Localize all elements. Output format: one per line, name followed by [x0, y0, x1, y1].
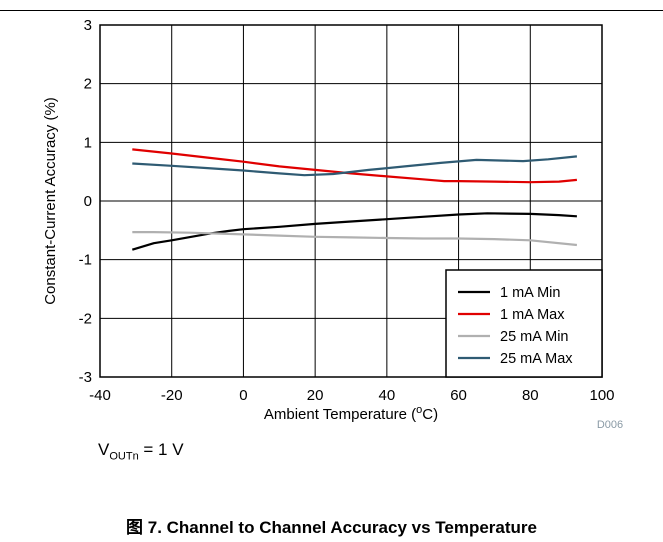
- top-rule: [0, 10, 663, 11]
- series-line-1: [131, 212, 577, 251]
- y-tick-label: 2: [84, 76, 92, 93]
- series-line-3: [132, 231, 578, 247]
- legend-label: 1 mA Min: [500, 285, 560, 301]
- x-axis-label-suffix: C): [422, 406, 438, 423]
- figure-id: D006: [597, 419, 623, 431]
- x-tick-label: 0: [239, 387, 247, 404]
- x-tick-label: 40: [379, 387, 396, 404]
- x-axis-label-degree: o: [416, 404, 422, 416]
- x-tick-label: -20: [161, 387, 183, 404]
- plot-frame: [99, 24, 603, 378]
- legend-label: 1 mA Max: [500, 307, 565, 323]
- note-symbol: V: [98, 440, 110, 459]
- y-axis-label: Constant-Current Accuracy (%): [42, 97, 59, 305]
- legend-label: 25 mA Min: [500, 329, 569, 345]
- figure-caption: 图 7. Channel to Channel Accuracy vs Temp…: [126, 518, 537, 537]
- y-tick-label: -1: [79, 252, 92, 269]
- note-value: = 1 V: [138, 440, 184, 459]
- legend-label: 25 mA Max: [500, 351, 573, 367]
- legend-box: [445, 269, 603, 378]
- legend: 1 mA Min 1 mA Max 25 mA Min 25 mA Max: [445, 269, 603, 378]
- x-tick-label: 20: [307, 387, 324, 404]
- line-chart: -40 -20 0 20 40 60 80 100 -3 -2 -1 0 1 2 3 Ambient Te…: [42, 17, 623, 431]
- series-line-4: [132, 155, 578, 177]
- y-tick-labels: -3 -2 -1 0 1 2 3: [79, 17, 92, 386]
- series-line-2: [132, 148, 578, 184]
- x-axis-label-prefix: Ambient Temperature (: [264, 406, 416, 423]
- note-subscript: OUTn: [109, 450, 139, 463]
- y-tick-label: -3: [79, 369, 92, 386]
- x-axis-label: Ambient Temperature (oC): [264, 404, 438, 423]
- series-lines: [131, 148, 578, 251]
- x-tick-label: 80: [522, 387, 539, 404]
- x-tick-label: 100: [589, 387, 614, 404]
- x-tick-label: -40: [89, 387, 111, 404]
- y-tick-label: 1: [84, 134, 92, 151]
- y-tick-label: -2: [79, 310, 92, 327]
- x-tick-labels: -40 -20 0 20 40 60 80 100: [89, 387, 614, 404]
- condition-note: VOUTn = 1 V: [98, 440, 184, 462]
- y-tick-label: 3: [84, 17, 92, 34]
- x-tick-label: 60: [450, 387, 467, 404]
- y-tick-label: 0: [84, 193, 92, 210]
